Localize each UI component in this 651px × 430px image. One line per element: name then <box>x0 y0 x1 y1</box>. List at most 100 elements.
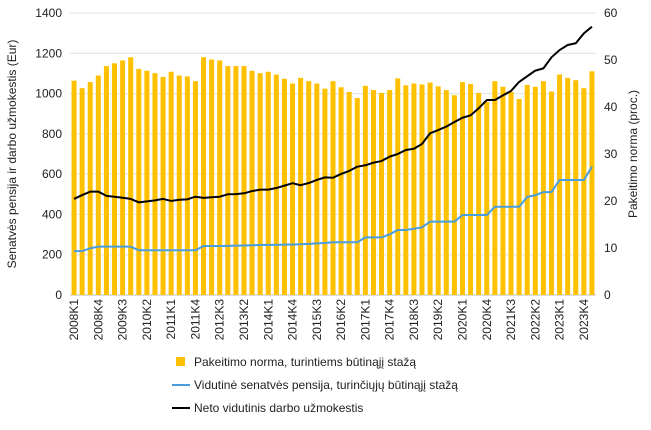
y-tick-label: 1200 <box>35 46 62 60</box>
y2-tick-label: 30 <box>604 147 618 161</box>
y-tick-label: 1400 <box>35 6 62 20</box>
bar <box>387 90 393 295</box>
x-tick-label: 2016K2 <box>334 299 348 341</box>
bar <box>298 77 304 295</box>
bar <box>411 83 417 295</box>
x-axis-ticks: 2008K1 2008K4 2009K3 2010K2 2011K1 2011K4 2012… <box>67 299 591 341</box>
bar <box>160 76 166 295</box>
bar <box>362 85 368 295</box>
y-tick-label: 0 <box>55 288 62 302</box>
bar <box>540 81 546 296</box>
x-tick-label: 2018K3 <box>407 299 421 341</box>
x-tick-label: 2011K4 <box>188 299 202 340</box>
bar <box>322 88 328 295</box>
bar <box>144 70 150 295</box>
bar <box>581 88 587 295</box>
bar <box>557 74 563 295</box>
bar <box>395 78 401 295</box>
legend-label-pension: Vidutinė senatvės pensija, turinčiųjų bū… <box>194 378 458 392</box>
bar <box>443 90 449 295</box>
bar <box>225 66 231 295</box>
y-tick-label: 1000 <box>35 87 62 101</box>
y2-tick-label: 60 <box>604 6 618 20</box>
line-wage <box>73 25 593 204</box>
bar <box>128 57 134 296</box>
x-tick-label: 2013K2 <box>237 299 251 341</box>
bar <box>532 86 538 295</box>
bar <box>201 57 207 296</box>
bar <box>330 81 336 296</box>
bar <box>500 86 506 295</box>
bar <box>273 74 279 295</box>
bar <box>379 92 385 296</box>
legend: Pakeitimo norma, turintiems būtinąjį sta… <box>172 355 458 415</box>
bar <box>103 66 109 295</box>
y-axis-left-title: Senatvės pensija ir darbo užmokestis (Eu… <box>5 40 19 269</box>
bar <box>71 80 77 296</box>
bar <box>217 60 223 295</box>
lines <box>73 25 593 253</box>
bar <box>573 80 579 296</box>
bar <box>354 98 360 295</box>
y2-tick-label: 50 <box>604 53 618 67</box>
bar <box>508 91 514 296</box>
bar <box>257 73 263 295</box>
bar <box>403 85 409 295</box>
x-tick-label: 2014K1 <box>261 299 275 341</box>
x-tick-label: 2008K1 <box>67 299 81 341</box>
y-tick-label: 600 <box>42 167 62 181</box>
x-tick-label: 2020K4 <box>480 299 494 341</box>
x-tick-label: 2020K1 <box>455 299 469 341</box>
bar <box>265 71 271 295</box>
bar <box>346 91 352 296</box>
bar <box>435 86 441 295</box>
legend-label-bar: Pakeitimo norma, turintiems būtinąjį sta… <box>194 355 416 369</box>
bar <box>176 75 182 295</box>
bar <box>120 60 126 295</box>
bar <box>548 91 554 296</box>
bars-replacement-rate <box>71 57 595 296</box>
x-tick-label: 2023K1 <box>553 299 567 341</box>
bar <box>492 81 498 296</box>
y2-tick-label: 40 <box>604 100 618 114</box>
bar <box>241 66 247 295</box>
bar <box>565 77 571 295</box>
x-tick-label: 2017K4 <box>383 299 397 341</box>
bar <box>476 92 482 296</box>
line-pension <box>74 166 593 253</box>
bar <box>95 75 101 295</box>
bar <box>192 81 198 296</box>
bar <box>290 83 296 295</box>
bar <box>306 81 312 296</box>
x-tick-label: 2017K1 <box>358 299 372 341</box>
legend-swatch-bar <box>176 357 185 366</box>
x-tick-label: 2021K3 <box>504 299 518 341</box>
bar <box>184 76 190 295</box>
x-tick-label: 2008K4 <box>91 299 105 341</box>
x-tick-label: 2023K4 <box>577 299 591 341</box>
x-tick-label: 2019K2 <box>431 299 445 341</box>
bar <box>168 71 174 295</box>
y2-tick-label: 10 <box>604 241 618 255</box>
bar <box>419 84 425 295</box>
bar <box>516 99 522 295</box>
y-axis-right-title: Pakeitimo norma (proc.) <box>626 90 640 218</box>
bar <box>484 101 490 295</box>
bar <box>233 66 239 295</box>
bar <box>209 59 215 295</box>
y2-tick-label: 0 <box>604 288 611 302</box>
bar <box>112 63 118 295</box>
bar <box>314 83 320 295</box>
y-axis-left-ticks: 0 200 400 600 800 1000 1200 1400 <box>35 6 62 302</box>
x-tick-label: 2014K4 <box>286 299 300 341</box>
y-tick-label: 400 <box>42 207 62 221</box>
x-tick-label: 2009K3 <box>116 299 130 341</box>
bar <box>281 78 287 295</box>
bar <box>589 71 595 295</box>
y-tick-label: 800 <box>42 127 62 141</box>
y2-tick-label: 20 <box>604 194 618 208</box>
x-tick-label: 2012K3 <box>213 299 227 341</box>
bar <box>451 95 457 295</box>
bar <box>468 83 474 295</box>
